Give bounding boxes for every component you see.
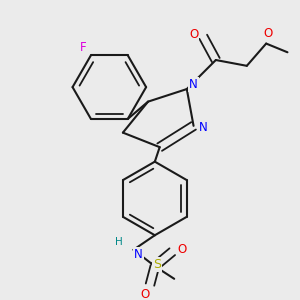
Text: N: N: [134, 248, 143, 261]
Text: S: S: [153, 258, 161, 271]
Text: O: O: [189, 28, 198, 41]
Text: O: O: [263, 27, 273, 40]
Text: N: N: [189, 78, 198, 91]
Text: O: O: [140, 288, 150, 300]
Text: F: F: [80, 41, 86, 54]
Text: O: O: [177, 243, 187, 256]
Text: H: H: [115, 237, 123, 247]
Text: N: N: [199, 121, 208, 134]
